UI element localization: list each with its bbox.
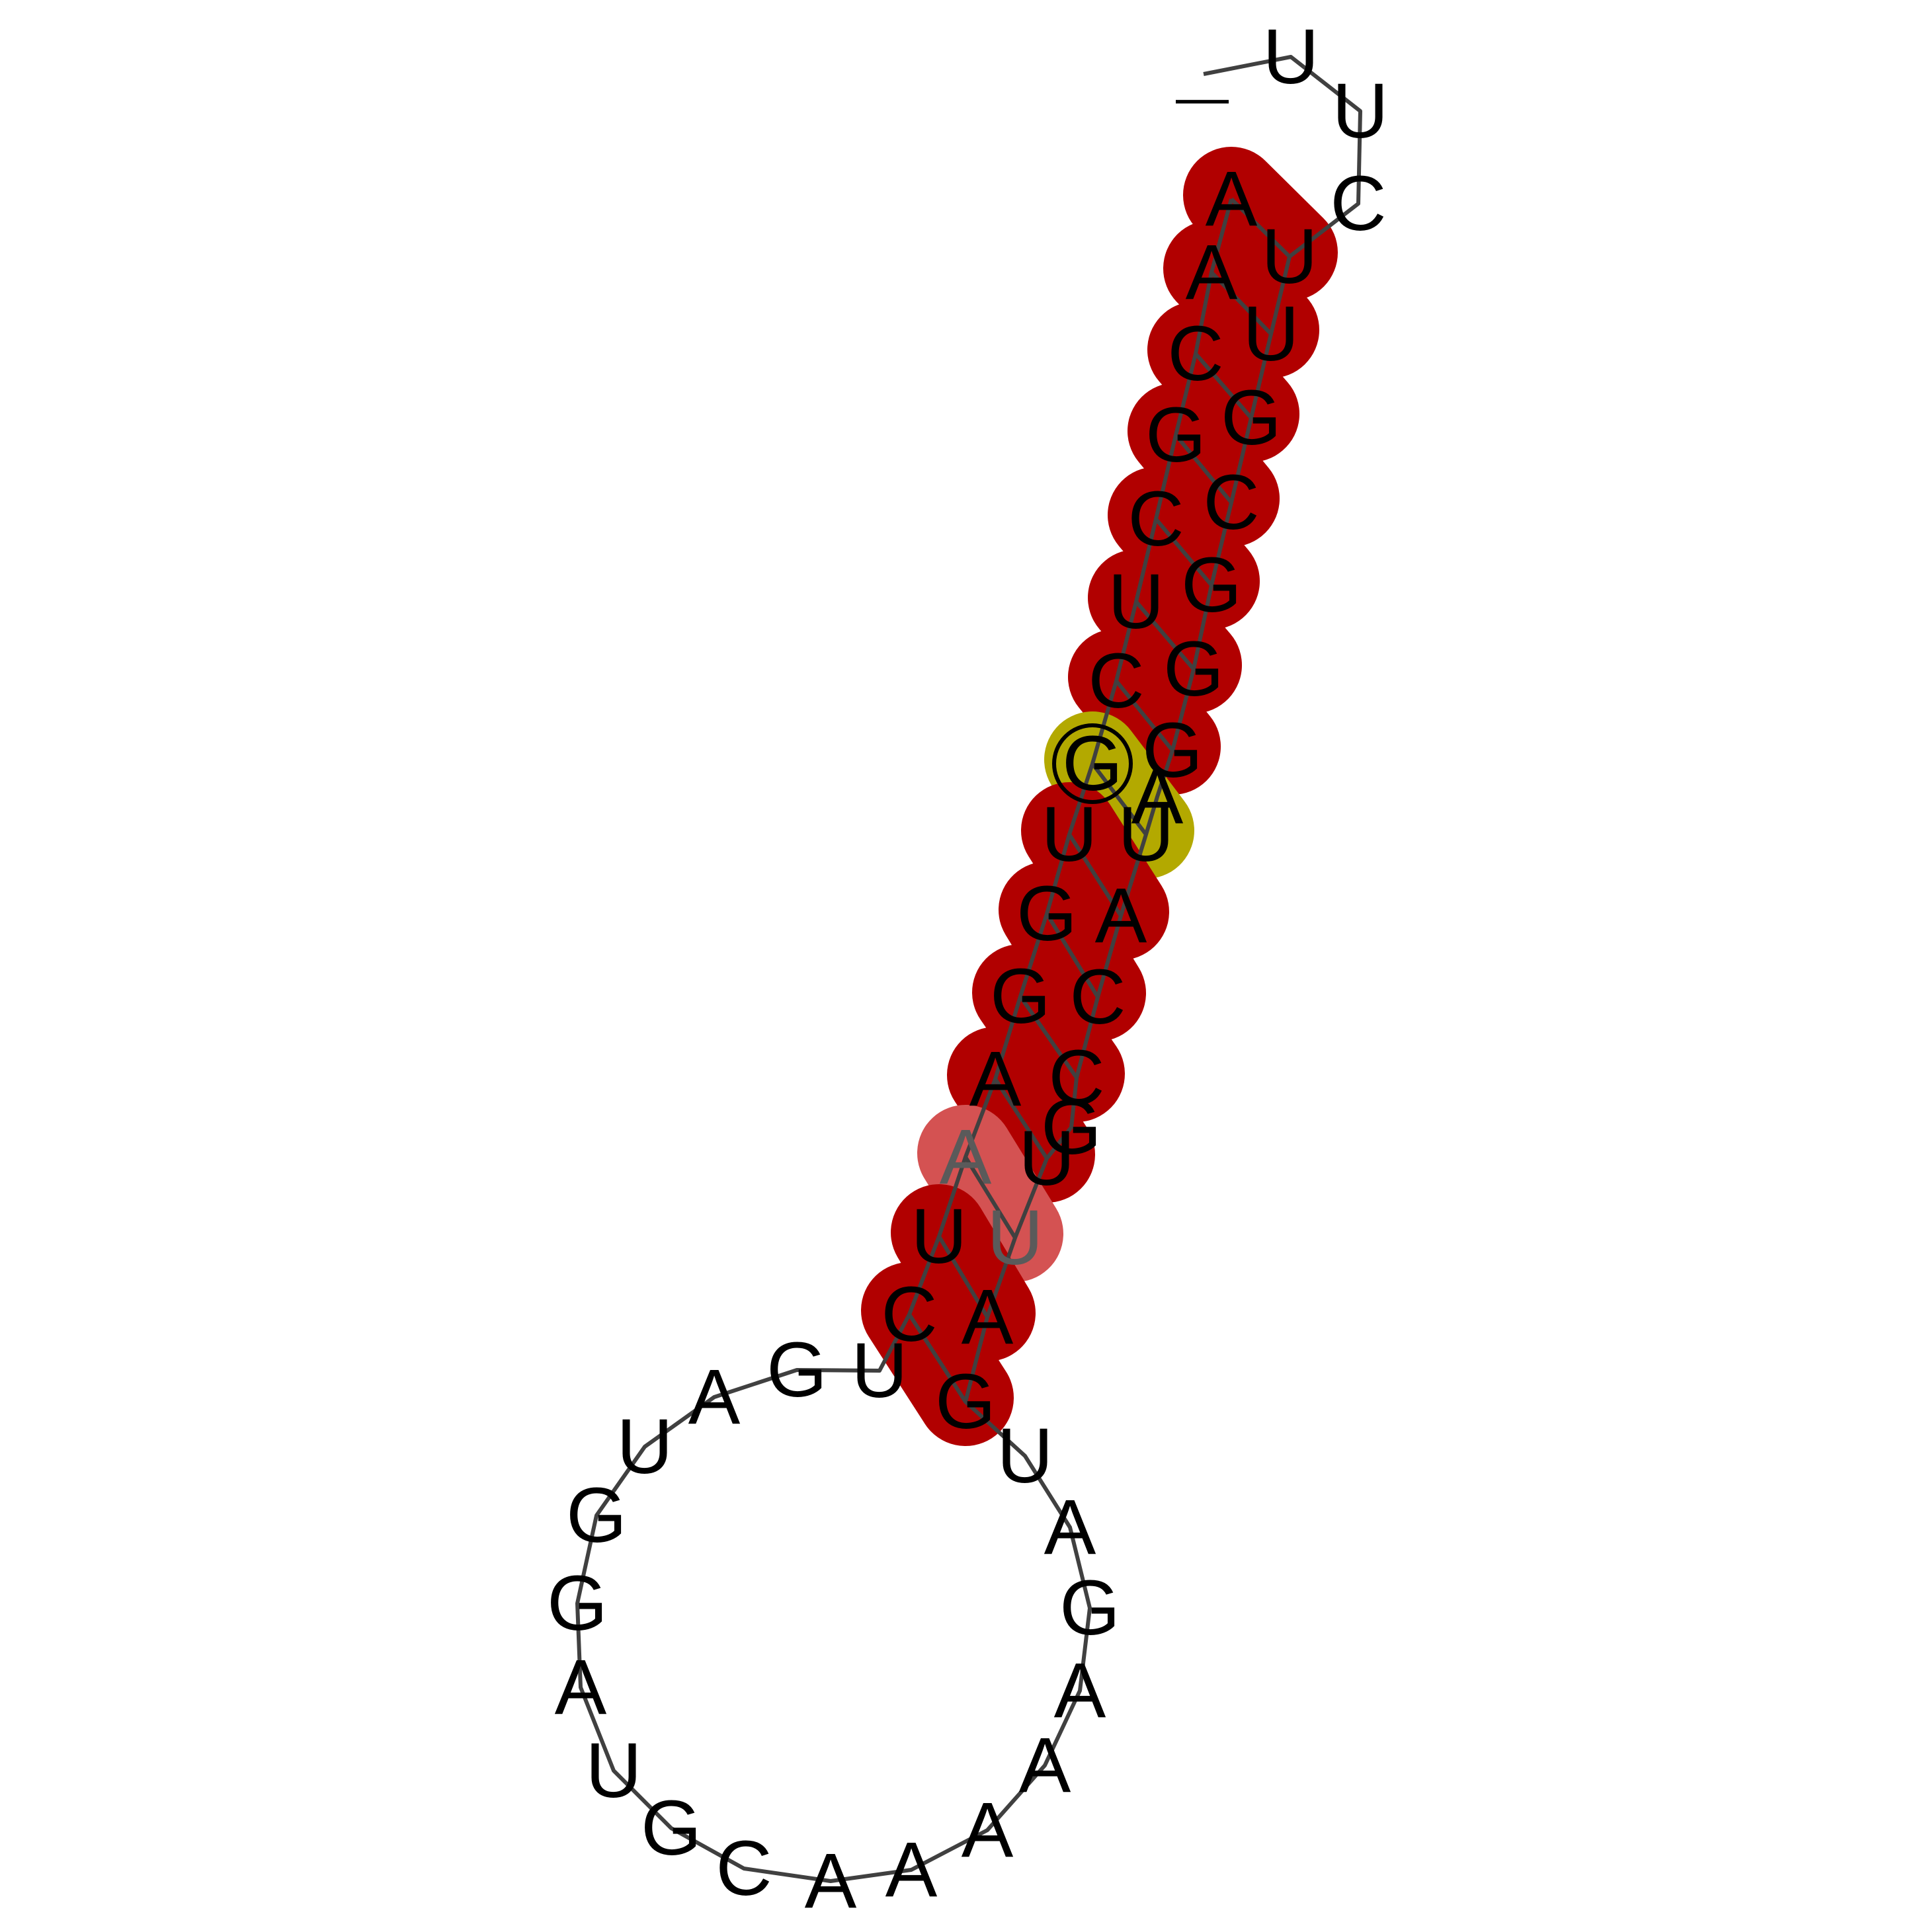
nucleotide-7: C	[1203, 459, 1259, 546]
nucleotide-17: U	[1018, 1115, 1075, 1202]
base-pair-highlight-20-39	[861, 1262, 1014, 1446]
pair-bond-8-49	[1154, 518, 1213, 586]
base-pair-highlight-13-45	[1021, 782, 1169, 960]
nucleotide-30: G	[641, 1785, 702, 1872]
pair-bond-6-51	[1194, 352, 1253, 419]
pair-bond-18-41	[964, 1156, 1017, 1239]
nucleotide-37: G	[766, 1326, 827, 1414]
base-pair-highlights	[861, 147, 1338, 1446]
pair-bond-7-50	[1174, 434, 1233, 504]
nucleotide-32: A	[555, 1644, 607, 1731]
nucleotide-50: G	[1145, 391, 1206, 479]
nucleotide-43: G	[990, 953, 1051, 1040]
nucleotide-31: U	[585, 1727, 641, 1814]
nucleotide-41: A	[940, 1113, 992, 1201]
nucleotide-44: G	[1016, 870, 1077, 957]
nucleotide-34: G	[566, 1472, 627, 1559]
nucleotide-6: G	[1221, 374, 1282, 462]
nucleotide-21: U	[997, 1412, 1053, 1500]
base-pair-highlight-10-47	[1068, 629, 1221, 795]
pair-bond-4-53	[1229, 197, 1292, 259]
nucleotide-35: U	[616, 1403, 673, 1490]
base-pair-highlight-14-44	[999, 862, 1146, 1041]
base-pair-highlight-15-43	[972, 944, 1125, 1122]
nucleotide-52: A	[1186, 229, 1238, 316]
base-pair-highlight-17-42	[947, 1027, 1095, 1203]
nucleotide-8: G	[1181, 542, 1242, 629]
pair-bond-19-40	[937, 1235, 989, 1318]
nucleotide-10: G	[1142, 707, 1203, 794]
nucleotide-49: C	[1128, 475, 1184, 563]
nucleotide-40: U	[911, 1193, 967, 1280]
nucleotide-51: C	[1167, 310, 1223, 397]
nucleotide-42: A	[969, 1035, 1022, 1123]
pair-bond-lines	[907, 197, 1292, 1403]
nucleotide-16: G	[1041, 1084, 1102, 1171]
base-pair-highlight-5-52	[1163, 220, 1319, 378]
nucleotide-19: A	[962, 1273, 1014, 1361]
nucleotide-36: A	[688, 1353, 741, 1441]
nucleotide-14: C	[1069, 953, 1126, 1041]
nucleotide-25: A	[1019, 1722, 1071, 1809]
highlighted-nucleotide-circle	[1052, 723, 1133, 804]
backbone	[575, 55, 1362, 1883]
nucleotide-27: A	[885, 1826, 938, 1913]
nucleotide-53: A	[1206, 155, 1258, 243]
nucleotide-11: A	[1131, 753, 1184, 840]
base-pair-highlight-6-51	[1147, 302, 1299, 462]
base-pair-highlight-18-41	[917, 1105, 1063, 1282]
pair-bond-20-39	[907, 1313, 967, 1403]
pair-bond-13-45	[1067, 833, 1123, 917]
base-pair-highlight-9-48	[1088, 549, 1242, 713]
nucleotide-18: U	[987, 1194, 1043, 1281]
nucleotide-46: G	[1062, 720, 1123, 807]
backbone-line	[575, 55, 1362, 1883]
base-pair-highlight-19-40	[891, 1184, 1036, 1361]
nucleotide-9: G	[1163, 625, 1224, 713]
nucleotide-3: C	[1330, 160, 1386, 247]
nucleotide-29: C	[716, 1825, 772, 1912]
nucleotide-28: A	[805, 1837, 857, 1925]
base-pair-highlight-4-53	[1183, 147, 1338, 301]
base-pair-highlight-7-50	[1128, 383, 1280, 547]
nucleotide-24: A	[1054, 1647, 1106, 1734]
nucleotide-1: U	[1262, 13, 1319, 101]
nucleotide-2: U	[1332, 67, 1388, 155]
nucleotide-33: G	[547, 1560, 608, 1647]
nucleotide-20: G	[935, 1358, 996, 1445]
pair-bond-17-42	[993, 1078, 1049, 1160]
nucleotide-12: U	[1118, 791, 1174, 878]
nucleotide-26: A	[962, 1787, 1014, 1874]
nucleotide-22: A	[1044, 1484, 1096, 1571]
nucleotide-15: C	[1048, 1034, 1104, 1121]
nucleotide-38: U	[851, 1327, 907, 1414]
nucleotide-5: U	[1243, 290, 1299, 378]
base-pair-highlight-12-46	[1044, 711, 1194, 879]
nucleotide-45: U	[1041, 791, 1097, 878]
five-prime-marker: —	[1176, 67, 1229, 126]
pair-bond-12-46	[1090, 762, 1148, 836]
pair-bond-5-52	[1210, 270, 1273, 336]
nucleotide-47: C	[1088, 637, 1144, 725]
nucleotide-48: U	[1108, 558, 1164, 645]
pair-bond-10-47	[1114, 680, 1174, 752]
pair-bond-15-43	[1018, 995, 1079, 1079]
pair-bond-9-48	[1134, 600, 1196, 670]
nucleotide-13: A	[1095, 872, 1147, 959]
nucleotide-4: U	[1261, 213, 1317, 300]
nucleotide-39: C	[881, 1271, 937, 1358]
nucleotide-23: G	[1059, 1564, 1120, 1652]
base-pair-highlight-8-49	[1108, 467, 1260, 629]
pair-bond-14-44	[1045, 912, 1100, 998]
